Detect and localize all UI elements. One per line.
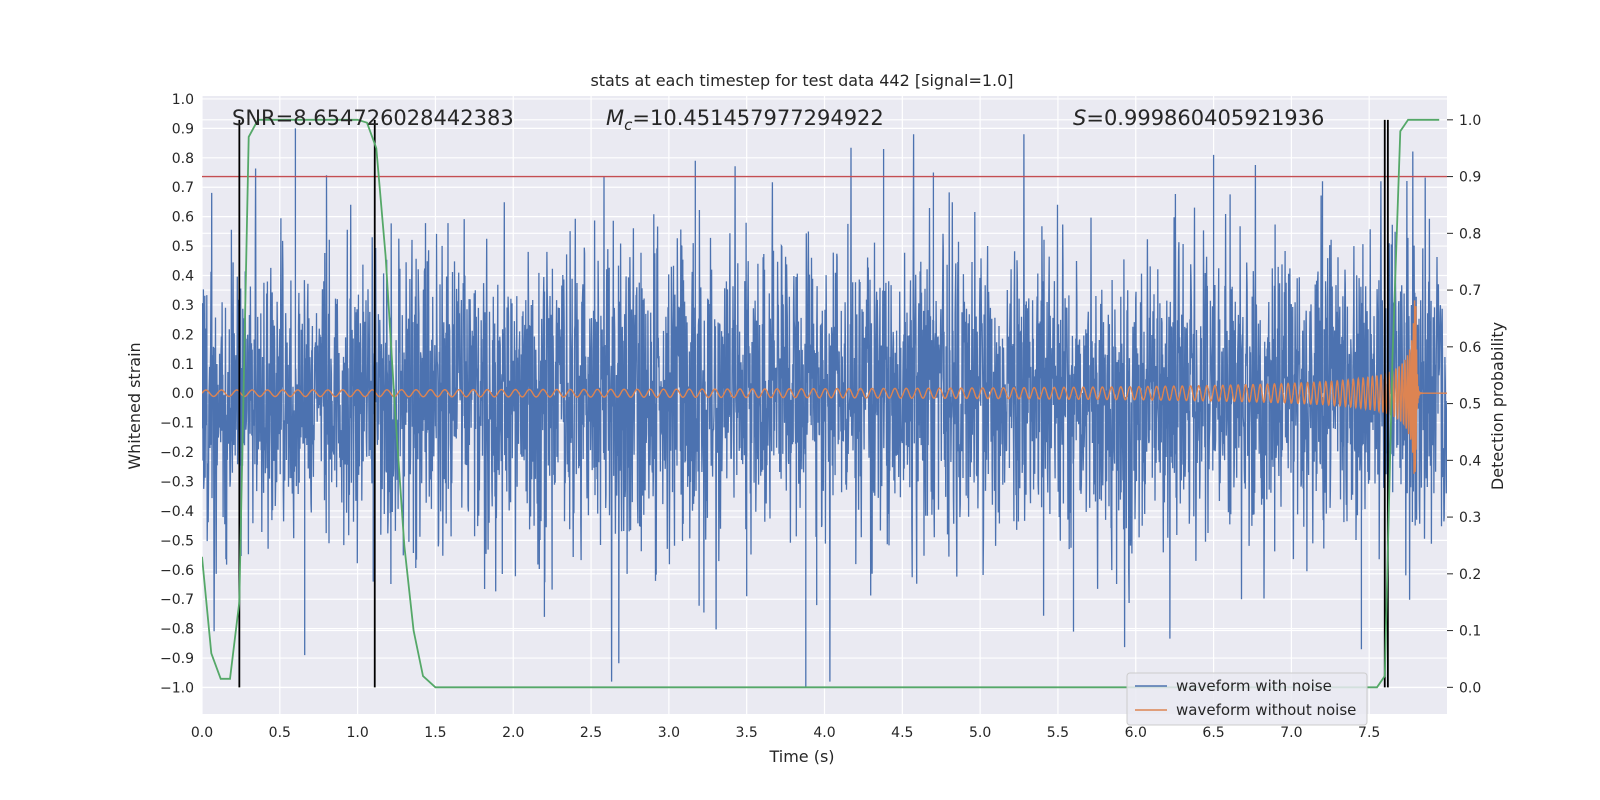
y2-tick-label: 0.5	[1459, 397, 1481, 413]
y2-tick-label: 0.4	[1459, 453, 1481, 469]
y-tick-label: 0.9	[172, 121, 194, 137]
y2-tick-label: 0.3	[1459, 510, 1481, 526]
axes-layer: 0.0 0.5 1.0 1.5 2.0 2.5 3.0 3.5 4.0 4.5 5.0 5.5 6.0 6…	[160, 92, 1481, 741]
y-tick-label: −0.8	[160, 622, 194, 638]
noise-waveform-layer	[202, 122, 1447, 688]
x-tick-label: 6.0	[1125, 725, 1147, 741]
y2-tick-label: 1.0	[1459, 113, 1481, 129]
x-tick-label: 5.0	[969, 725, 991, 741]
snr-annotation: SNR=8.654726028442383	[232, 106, 514, 130]
overlay-layer	[202, 118, 1447, 689]
x-tick-label: 4.5	[891, 725, 913, 741]
y2-tick-label: 0.1	[1459, 624, 1481, 640]
noise-waveform-line	[202, 122, 1447, 688]
x-tick-label: 1.0	[346, 725, 368, 741]
y-tick-label: −0.1	[160, 416, 194, 432]
score-value: =0.999860405921936	[1086, 106, 1324, 130]
y2-tick-label: 0.6	[1459, 340, 1481, 356]
y-tick-label: 0.7	[172, 180, 194, 196]
y-tick-label: 0.8	[172, 151, 194, 167]
y2-tick-label: 0.9	[1459, 170, 1481, 186]
y-tick-label: 1.0	[172, 92, 194, 108]
y-tick-label: 0.0	[172, 386, 194, 402]
x-tick-label: 4.0	[813, 725, 835, 741]
y-tick-label: −0.5	[160, 533, 194, 549]
x-axis-label: Time (s)	[768, 747, 834, 766]
y-tick-label: −0.3	[160, 475, 194, 491]
y-tick-label: 0.4	[172, 269, 194, 285]
y-tick-label: 0.6	[172, 210, 194, 226]
y-axis-label: Whitened strain	[125, 342, 144, 469]
x-tick-label: 6.5	[1202, 725, 1224, 741]
x-tick-label: 7.5	[1358, 725, 1380, 741]
score-symbol: S	[1073, 106, 1086, 130]
legend-label-noise: waveform with noise	[1176, 677, 1332, 695]
y-tick-label: 0.5	[172, 239, 194, 255]
y-tick-label: −1.0	[160, 681, 194, 697]
legend: waveform with noise waveform without noi…	[1126, 672, 1368, 726]
x-tick-label: 1.5	[424, 725, 446, 741]
score-annotation: S=0.999860405921936	[1073, 106, 1324, 130]
chirp-mass-value: =10.451457977294922	[632, 106, 883, 130]
y2-tick-label: 0.2	[1459, 567, 1481, 583]
y-tick-label: −0.7	[160, 592, 194, 608]
y2-tick-label: 0.7	[1459, 283, 1481, 299]
y-tick-label: 0.3	[172, 298, 194, 314]
detection-probability-line	[202, 118, 1440, 689]
legend-label-signal: waveform without noise	[1176, 701, 1356, 719]
legend-box	[1126, 672, 1368, 726]
x-tick-label: 5.5	[1047, 725, 1069, 741]
signal-waveform-line	[202, 300, 1447, 474]
chart-title: stats at each timestep for test data 442…	[590, 71, 1013, 90]
x-tick-label: 7.0	[1280, 725, 1302, 741]
x-tick-label: 2.0	[502, 725, 524, 741]
chirp-mass-subscript: c	[624, 116, 633, 134]
y-tick-label: −0.9	[160, 651, 194, 667]
x-tick-label: 0.0	[191, 725, 213, 741]
y-tick-label: −0.2	[160, 445, 194, 461]
x-tick-label: 0.5	[269, 725, 291, 741]
x-tick-label: 2.5	[580, 725, 602, 741]
x-tick-label: 3.5	[736, 725, 758, 741]
y2-axis-label: Detection probability	[1488, 322, 1507, 490]
chirp-mass-symbol: M	[606, 106, 624, 130]
x-tick-label: 3.0	[658, 725, 680, 741]
y-tick-label: −0.4	[160, 504, 194, 520]
chirp-mass-annotation: Mc=10.451457977294922	[606, 106, 884, 134]
y-tick-label: 0.1	[172, 357, 194, 373]
signal-waveform-layer	[202, 300, 1447, 474]
y2-tick-label: 0.0	[1459, 680, 1481, 696]
y2-tick-label: 0.8	[1459, 226, 1481, 242]
y-tick-label: −0.6	[160, 563, 194, 579]
y-tick-label: 0.2	[172, 327, 194, 343]
